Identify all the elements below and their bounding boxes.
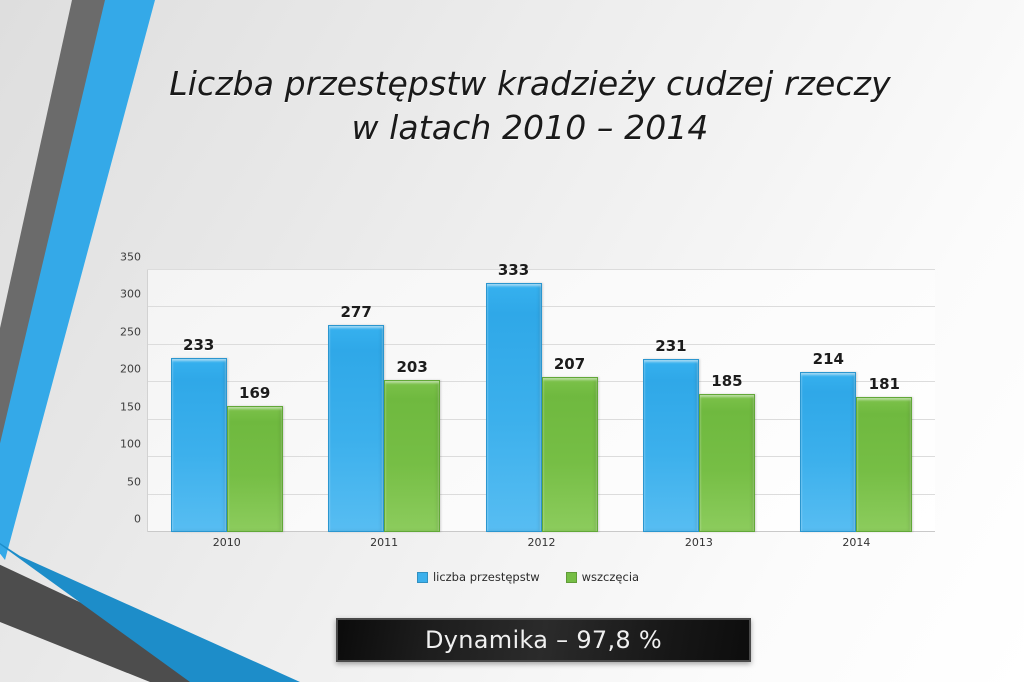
y-axis-tick-label: 300 [120,287,141,301]
bar-liczba-przestepstw[interactable]: 233 [170,336,227,532]
bar-group: 214 181 [778,270,935,532]
gridline [147,269,935,270]
bar-value-label: 214 [812,349,844,368]
y-axis-tick-label: 350 [120,250,141,264]
bar-value-label: 277 [340,302,372,321]
slide-title: Liczba przestępstw kradzieży cudzej rzec… [150,62,910,150]
bar-slot: 181 [856,270,913,532]
y-axis-line [147,270,148,532]
bar-value-label: 333 [497,260,530,279]
bar-group: 277 203 [305,270,462,532]
y-axis-tick-label: 100 [120,437,141,451]
bar-slot: 185 [698,270,755,532]
legend-swatch-icon [416,571,428,583]
legend-item[interactable]: wszczęcia [565,570,640,584]
dynamika-banner-text: Dynamika – 97,8 % [424,626,663,654]
bar-wszczecia[interactable]: 169 [226,384,283,532]
bar-slot: 207 [541,270,598,532]
dynamika-banner: Dynamika – 97,8 % [336,618,751,662]
bar-liczba-przestepstw[interactable]: 333 [485,261,542,532]
bar-slot: 233 [170,270,227,532]
legend-swatch-icon [565,571,577,583]
legend-label: liczba przestępstw [432,570,540,584]
bar-slot: 231 [642,270,699,532]
bar-group: 333 207 [463,261,620,532]
y-axis-tick-label: 150 [120,400,141,414]
y-axis-tick-labels: 0 50 100 150 200 250 300 350 [108,251,141,532]
bar-slot: 169 [226,270,283,532]
x-axis-tick-labels: 2010 2011 2012 2013 2014 [148,536,935,556]
y-axis-tick-label: 200 [120,362,141,376]
legend-item[interactable]: liczba przestępstw [416,570,540,584]
x-axis-tick-label: 2012 [527,536,556,549]
bar-slot: 214 [800,270,857,532]
chart-legend: liczba przestępstw wszczęcia [108,570,948,584]
bar-chart: 0 50 100 150 200 250 300 350 233 169 277 203 333 207… [108,251,948,588]
bar-liczba-przestepstw[interactable]: 214 [800,350,857,532]
bar-wszczecia[interactable]: 203 [384,358,441,532]
bar-slot: 333 [485,261,542,532]
bar-groups: 233 169 277 203 333 207 231 185 214 181 [148,261,935,532]
bar-slot: 277 [328,270,385,532]
bar-group: 231 185 [620,270,777,532]
bar-liczba-przestepstw[interactable]: 277 [328,303,385,532]
x-axis-tick-label: 2010 [212,536,241,549]
bar-value-label: 181 [868,374,900,393]
bar-value-label: 169 [239,383,271,402]
x-axis-tick-label: 2014 [842,536,871,549]
x-axis-tick-label: 2013 [684,536,713,549]
bar-value-label: 207 [553,355,586,374]
bar-value-label: 233 [183,335,215,354]
bar-wszczecia[interactable]: 181 [856,375,913,532]
y-axis-tick-label: 50 [127,475,141,489]
y-axis-tick-label: 250 [120,325,141,339]
bar-value-label: 185 [711,371,743,390]
bar-group: 233 169 [148,270,305,532]
legend-label: wszczęcia [581,570,640,584]
x-axis-tick-label: 2011 [370,536,399,549]
bar-liczba-przestepstw[interactable]: 231 [642,337,699,532]
title-line-2: w latach 2010 – 2014 [351,108,709,147]
title-line-1: Liczba przestępstw kradzieży cudzej rzec… [169,64,891,103]
bar-wszczecia[interactable]: 185 [698,372,755,532]
bar-wszczecia[interactable]: 207 [541,355,598,532]
y-axis-tick-label: 0 [134,512,141,526]
bar-value-label: 203 [396,358,428,377]
bar-slot: 203 [384,270,441,532]
bar-value-label: 231 [655,337,687,356]
